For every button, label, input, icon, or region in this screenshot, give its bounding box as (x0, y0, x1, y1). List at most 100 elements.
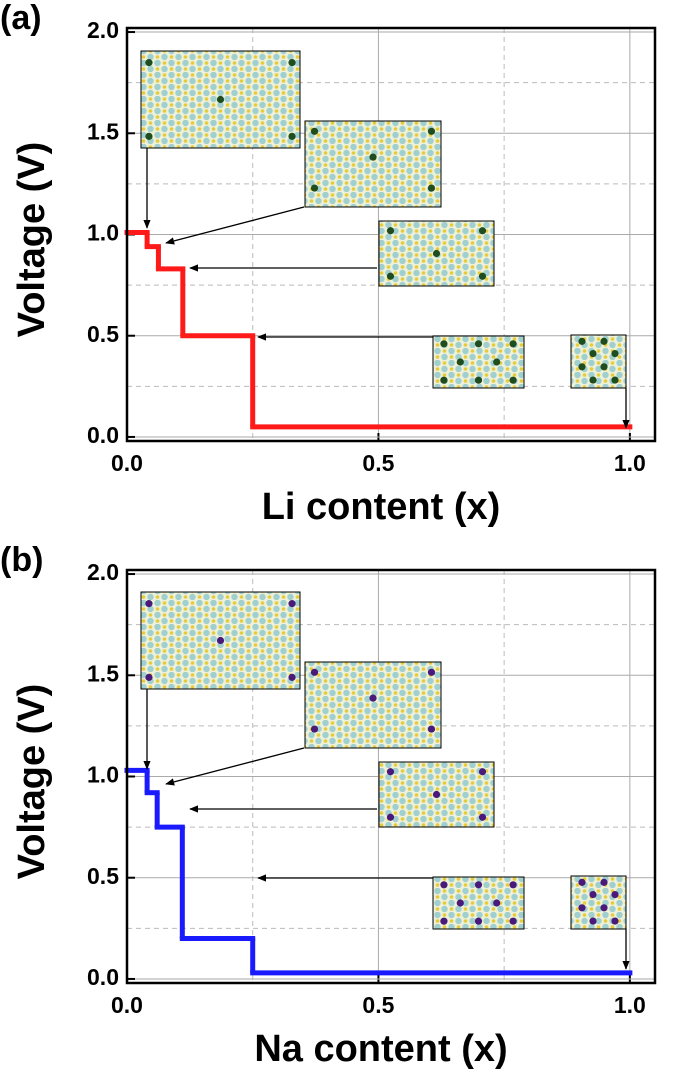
y-axis-label: Voltage (V) (11, 142, 53, 338)
adatom (589, 349, 597, 358)
adatom (145, 600, 153, 608)
adatom (216, 95, 225, 104)
x-tick-label: 1.0 (614, 450, 646, 476)
adatom (474, 881, 483, 889)
adatom (440, 917, 448, 925)
adatom (578, 363, 586, 371)
adatom (589, 917, 597, 925)
adatom (427, 668, 436, 676)
adatom (600, 363, 608, 371)
y-tick-label: 0.0 (87, 422, 119, 448)
x-tick-label: 0.0 (111, 450, 143, 476)
adatom (578, 337, 586, 345)
structure-inset (432, 876, 525, 930)
x-tick-label: 0.0 (111, 992, 143, 1018)
adatom (310, 127, 319, 135)
adatom (386, 768, 395, 776)
structure-inset (140, 591, 301, 690)
adatom (493, 899, 501, 907)
adatom (456, 899, 464, 907)
adatom (589, 376, 597, 384)
adatom (611, 890, 619, 899)
adatom (474, 917, 483, 925)
arrow (165, 206, 305, 245)
adatom (456, 358, 464, 366)
adatom (589, 890, 597, 899)
adatom (474, 376, 483, 384)
adatom (478, 768, 487, 776)
adatom (145, 132, 153, 140)
inset-image (304, 120, 442, 208)
panel-label: (b) (0, 541, 43, 579)
adatom (578, 904, 586, 912)
adatom (427, 184, 436, 192)
adatom (310, 184, 319, 192)
inset-image (304, 661, 442, 749)
structure-inset (432, 335, 525, 389)
adatom (440, 376, 448, 384)
adatom (600, 337, 608, 345)
y-axis-label: Voltage (V) (11, 684, 53, 880)
adatom (145, 673, 153, 681)
adatom (509, 340, 517, 348)
y-tick-label: 1.0 (87, 220, 119, 246)
adatom (440, 881, 448, 889)
adatom (427, 725, 436, 733)
adatom (386, 813, 395, 821)
adatom (288, 59, 296, 67)
adatom (478, 272, 487, 280)
structure-inset (570, 334, 627, 389)
adatom (427, 127, 436, 135)
adatom (216, 636, 225, 645)
adatom (493, 358, 501, 366)
structure-inset (378, 220, 495, 287)
x-tick-label: 0.5 (362, 450, 394, 476)
structure-inset (304, 120, 442, 208)
structure-inset (140, 50, 301, 149)
y-tick-label: 1.5 (87, 118, 119, 144)
adatom (288, 673, 296, 681)
adatom (509, 917, 517, 925)
y-tick-label: 2.0 (87, 17, 119, 43)
adatom (600, 904, 608, 912)
adatom (432, 790, 441, 799)
adatom (288, 132, 296, 140)
inset-image (378, 220, 495, 287)
adatom (509, 881, 517, 889)
x-axis-label: Li content (x) (262, 486, 501, 528)
y-tick-label: 0.5 (87, 321, 119, 347)
y-tick-label: 0.0 (87, 964, 119, 990)
adatom (310, 668, 319, 676)
adatom (369, 694, 377, 702)
x-tick-label: 1.0 (614, 992, 646, 1018)
adatom (611, 349, 619, 358)
structure-inset (570, 875, 627, 930)
adatom (474, 340, 483, 348)
adatom (578, 878, 586, 886)
panel-label: (a) (0, 0, 42, 37)
adatom (369, 153, 377, 161)
adatom (611, 917, 619, 925)
adatom (478, 227, 487, 235)
adatom (440, 340, 448, 348)
y-tick-label: 1.0 (87, 762, 119, 788)
y-tick-label: 2.0 (87, 559, 119, 585)
arrow (165, 747, 305, 786)
adatom (432, 249, 441, 258)
adatom (145, 59, 153, 67)
adatom (310, 725, 319, 733)
structure-inset (304, 661, 442, 749)
adatom (288, 600, 296, 608)
y-tick-label: 0.5 (87, 863, 119, 889)
adatom (611, 376, 619, 384)
y-tick-label: 1.5 (87, 660, 119, 686)
adatom (478, 813, 487, 821)
adatom (600, 878, 608, 886)
adatom (509, 376, 517, 384)
x-tick-label: 0.5 (362, 992, 394, 1018)
x-axis-label: Na content (x) (254, 1028, 507, 1070)
adatom (386, 227, 395, 235)
adatom (386, 272, 395, 280)
structure-inset (378, 761, 495, 828)
